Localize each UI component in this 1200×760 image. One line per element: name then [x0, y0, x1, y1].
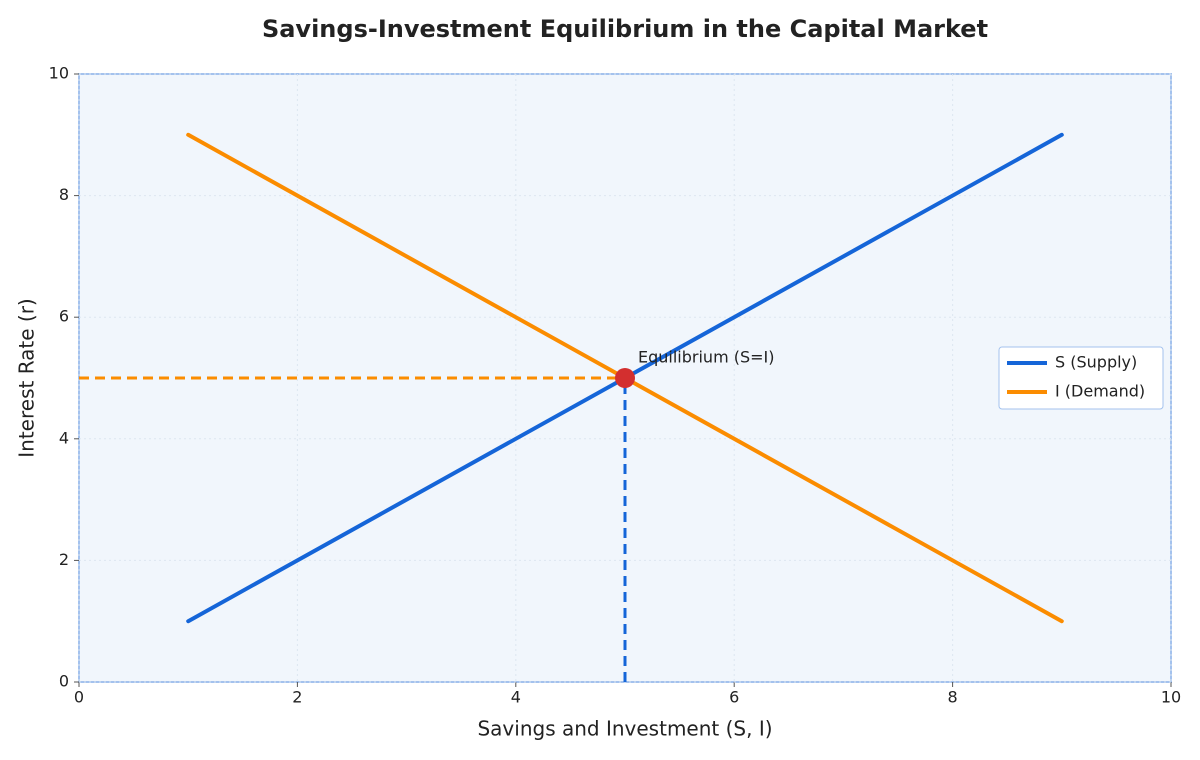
y-tick-label: 2	[59, 550, 69, 569]
x-tick-label: 4	[511, 688, 521, 707]
equilibrium-point	[615, 368, 635, 388]
legend-label: S (Supply)	[1055, 353, 1137, 372]
y-tick-label: 10	[49, 64, 69, 83]
x-tick-label: 2	[292, 688, 302, 707]
chart-title: Savings-Investment Equilibrium in the Ca…	[262, 15, 988, 43]
x-tick-label: 10	[1161, 688, 1181, 707]
x-axis-label: Savings and Investment (S, I)	[477, 717, 772, 741]
annotation: Equilibrium (S=I)	[638, 348, 775, 367]
x-tick-label: 8	[948, 688, 958, 707]
legend: S (Supply) I (Demand)	[998, 346, 1164, 410]
y-tick-label: 6	[59, 307, 69, 326]
x-tick-label: 0	[74, 688, 84, 707]
x-tick-label: 6	[729, 688, 739, 707]
legend-label: I (Demand)	[1055, 382, 1145, 401]
y-tick-label: 0	[59, 672, 69, 691]
y-tick-label: 8	[59, 185, 69, 204]
y-tick-label: 4	[59, 428, 69, 447]
y-axis-label: Interest Rate (r)	[15, 298, 39, 457]
